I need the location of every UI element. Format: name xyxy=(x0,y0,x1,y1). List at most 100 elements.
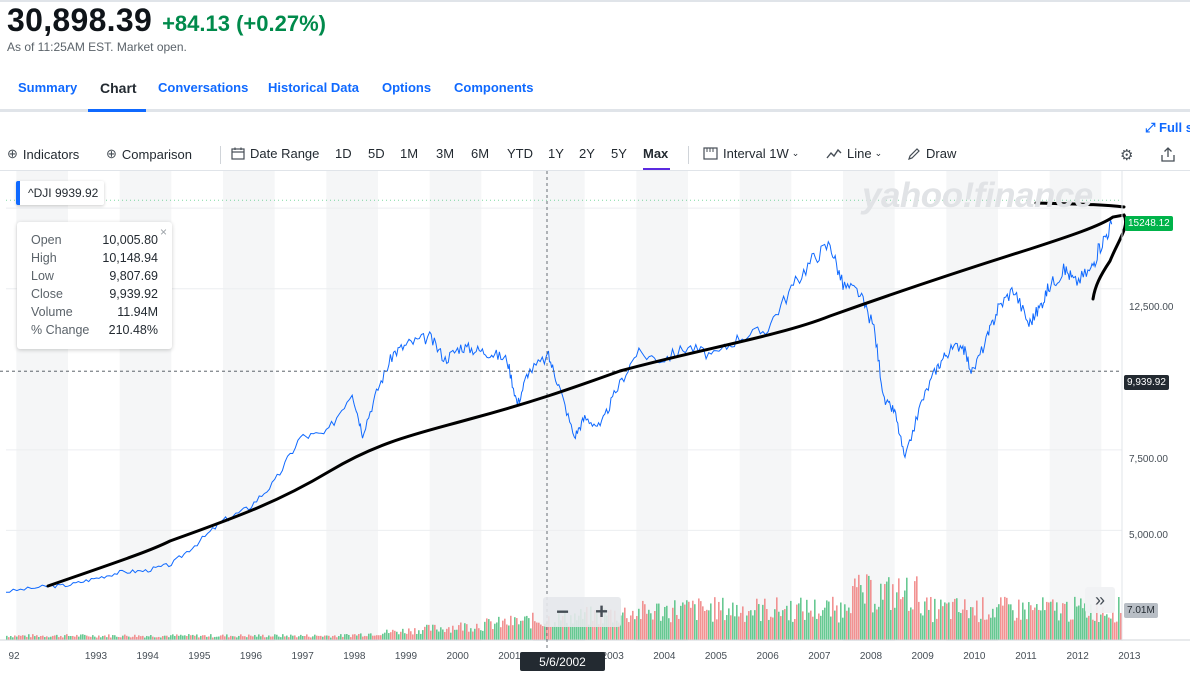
volume-bar xyxy=(808,612,810,640)
range-ytd[interactable]: YTD xyxy=(507,146,533,161)
volume-bar xyxy=(354,634,356,640)
zoom-out-button[interactable]: − xyxy=(556,599,569,624)
y-tick-label: 7,500.00 xyxy=(1129,454,1168,465)
volume-bar xyxy=(780,616,782,640)
volume-bar xyxy=(776,597,778,640)
volume-bar xyxy=(960,613,962,640)
ohlc-tooltip: × Open 10,005.80 High 10,148.94 Low 9,807.6… xyxy=(17,222,172,349)
date-range-button[interactable]: Date Range xyxy=(231,146,319,161)
volume-bar xyxy=(396,631,398,640)
volume-bar xyxy=(380,635,382,640)
toolbar-bottom-border xyxy=(0,170,1190,171)
x-tick-label: 1993 xyxy=(84,651,108,662)
close-icon[interactable]: × xyxy=(159,225,167,239)
volume-bar xyxy=(136,637,138,640)
volume-bar xyxy=(254,634,256,640)
volume-bar xyxy=(934,598,936,640)
tab-chart[interactable]: Chart xyxy=(100,80,137,96)
chart-type-button[interactable]: Line ⌄ xyxy=(826,146,882,161)
tab-components[interactable]: Components xyxy=(454,80,534,95)
interval-button[interactable]: Interval 1W ⌄ xyxy=(703,146,799,161)
tab-historical-data[interactable]: Historical Data xyxy=(268,80,360,95)
volume-bar xyxy=(944,602,946,640)
share-icon[interactable] xyxy=(1161,147,1175,166)
volume-bar xyxy=(1032,610,1034,640)
plus-circle-icon: ⊕ xyxy=(106,146,117,161)
volume-bar xyxy=(302,635,304,640)
scroll-to-latest-button[interactable]: » xyxy=(1085,587,1115,613)
volume-bar xyxy=(204,635,206,640)
indicators-button[interactable]: ⊕ Indicators xyxy=(7,146,79,162)
volume-bar xyxy=(722,597,724,640)
symbol-price-label[interactable]: ^DJI 9939.92 xyxy=(16,181,105,205)
range-1d[interactable]: 1D xyxy=(335,146,352,161)
volume-bar xyxy=(306,634,308,640)
volume-bar xyxy=(318,635,320,640)
volume-bar xyxy=(108,634,110,640)
volume-bar xyxy=(402,628,404,640)
volume-bar xyxy=(250,635,252,640)
volume-bar xyxy=(968,618,970,640)
volume-bar xyxy=(112,635,114,640)
volume-bar xyxy=(444,632,446,640)
volume-bar xyxy=(690,607,692,640)
x-tick-label: 2013 xyxy=(1118,651,1141,662)
volume-bar xyxy=(352,634,354,640)
range-1m[interactable]: 1M xyxy=(400,146,419,161)
volume-bar xyxy=(118,636,120,640)
volume-bar xyxy=(540,624,542,640)
tab-conversations[interactable]: Conversations xyxy=(158,80,249,95)
volume-bar xyxy=(90,636,92,640)
ohlc-row-close: Close 9,939.92 xyxy=(31,287,158,301)
volume-bar xyxy=(518,624,520,640)
zoom-in-button[interactable]: + xyxy=(595,599,608,624)
chevron-down-icon: ⌄ xyxy=(791,148,800,158)
volume-bar xyxy=(464,623,466,640)
volume-bar xyxy=(1072,619,1074,640)
volume-bar xyxy=(632,610,634,640)
volume-bar xyxy=(706,609,708,640)
volume-bar xyxy=(412,634,414,640)
volume-bar xyxy=(520,620,522,640)
tab-summary[interactable]: Summary xyxy=(18,80,78,95)
volume-bar xyxy=(798,603,800,640)
volume-bar xyxy=(350,637,352,640)
settings-gear-icon[interactable]: ⚙ xyxy=(1120,147,1134,164)
volume-bar xyxy=(130,637,132,640)
volume-bar xyxy=(406,633,408,640)
volume-bar xyxy=(1064,603,1066,640)
volume-bar xyxy=(638,608,640,640)
volume-bar xyxy=(252,636,254,640)
comparison-button[interactable]: ⊕ Comparison xyxy=(106,146,192,162)
volume-badge: 7.01M xyxy=(1124,603,1158,618)
fullscreen-button[interactable]: ⤢ Full s xyxy=(1145,120,1190,136)
volume-bar xyxy=(942,606,944,640)
volume-bar xyxy=(34,636,36,640)
volume-bar xyxy=(768,619,770,640)
interval-icon xyxy=(703,147,718,160)
volume-bar xyxy=(990,617,992,640)
volume-bar xyxy=(162,636,164,640)
volume-bar xyxy=(94,636,96,640)
range-5d[interactable]: 5D xyxy=(368,146,385,161)
range-max[interactable]: Max xyxy=(643,146,669,161)
interval-value: 1W xyxy=(769,146,789,161)
range-1y[interactable]: 1Y xyxy=(548,146,564,161)
volume-bar xyxy=(708,610,710,640)
volume-bar xyxy=(830,616,832,640)
range-5y[interactable]: 5Y xyxy=(611,146,627,161)
range-3m[interactable]: 3M xyxy=(436,146,455,161)
volume-bar xyxy=(474,628,476,640)
tab-options[interactable]: Options xyxy=(382,80,432,95)
volume-bar xyxy=(964,599,966,640)
range-6m[interactable]: 6M xyxy=(471,146,490,161)
volume-bar xyxy=(1078,605,1080,640)
volume-bar xyxy=(532,612,534,640)
draw-button[interactable]: Draw xyxy=(907,146,956,161)
volume-bar xyxy=(622,612,624,640)
ohlc-row-low: Low 9,807.69 xyxy=(31,269,158,283)
volume-bar xyxy=(582,618,584,640)
volume-bar xyxy=(1058,620,1060,640)
range-2y[interactable]: 2Y xyxy=(579,146,595,161)
volume-bar xyxy=(946,603,948,640)
